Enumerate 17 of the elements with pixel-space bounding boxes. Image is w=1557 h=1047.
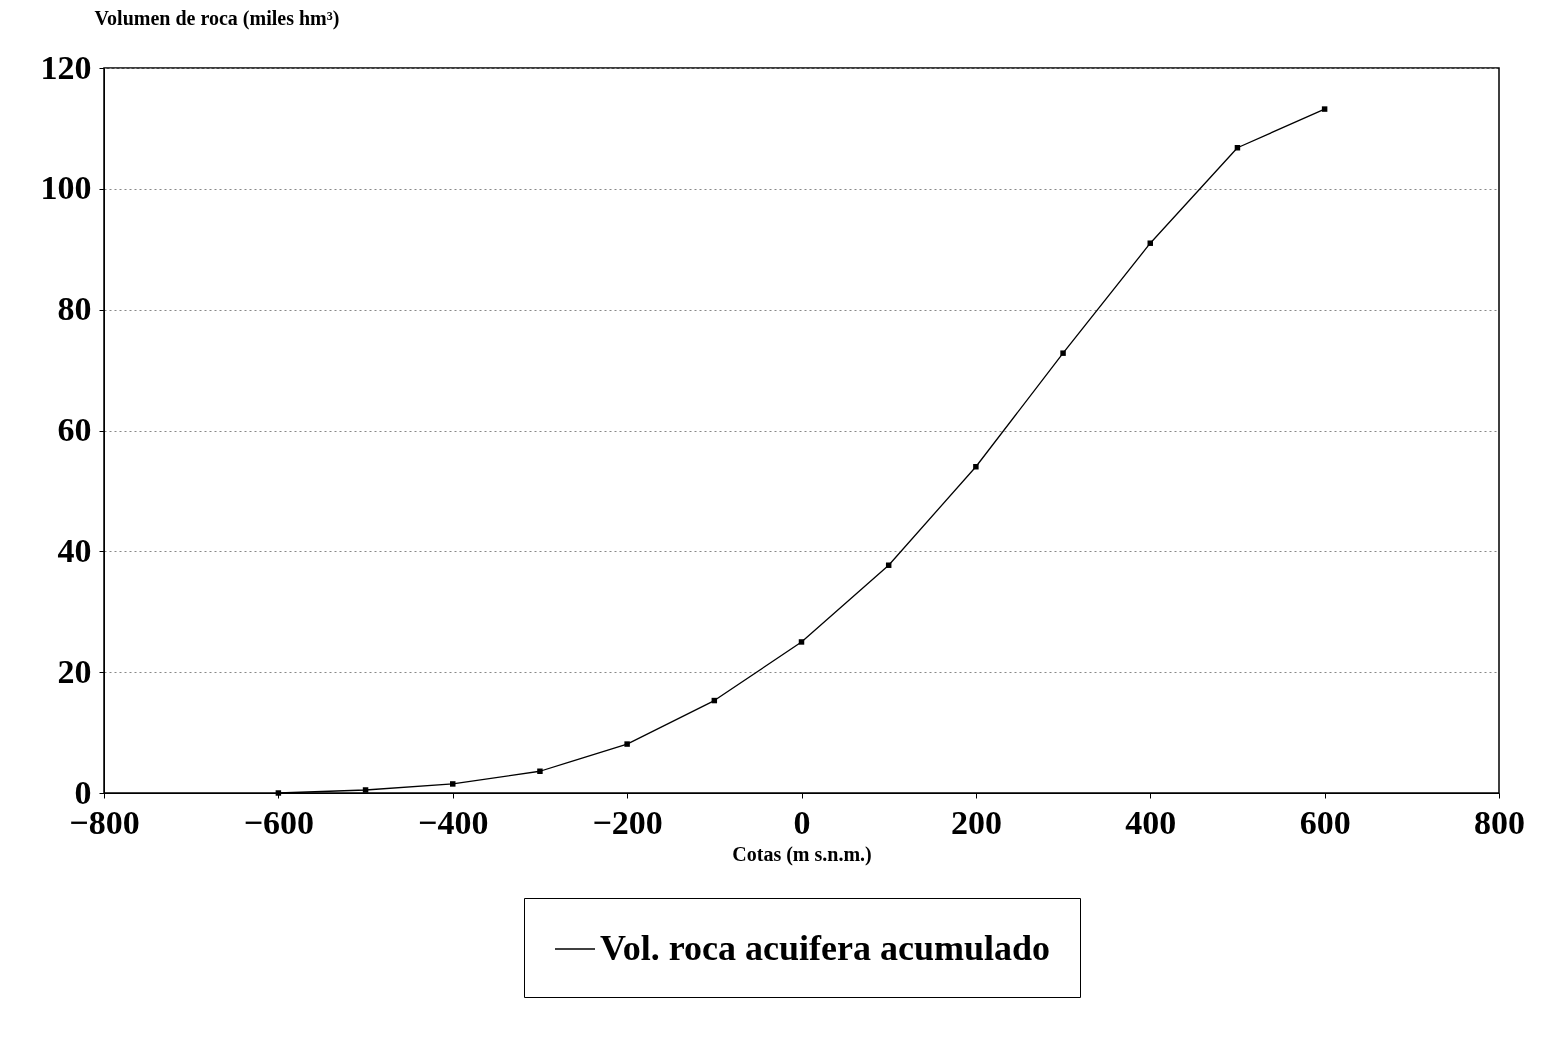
x-tick-label: 800 xyxy=(1474,803,1525,841)
x-tick-label: 400 xyxy=(1125,803,1177,841)
x-tick-label: 0 xyxy=(793,803,811,841)
y-tick-label: 120 xyxy=(40,48,92,86)
y-axis-title: Volumen de roca (miles hm³) xyxy=(94,6,340,30)
x-tick-label: −200 xyxy=(592,803,663,841)
y-tick-label: 60 xyxy=(57,411,92,448)
y-tick-label: 100 xyxy=(40,169,92,207)
x-tick-label: −400 xyxy=(418,803,489,841)
x-tick-label: −600 xyxy=(243,803,315,841)
y-tick-label: 40 xyxy=(57,531,92,569)
x-tick-label: 600 xyxy=(1299,803,1351,841)
y-tick-label: 20 xyxy=(57,652,92,690)
x-axis-title: Cotas (m s.n.m.) xyxy=(732,842,872,866)
y-tick-label: 80 xyxy=(57,290,92,328)
legend-label: Vol. roca acuifera acumulado xyxy=(600,928,1050,968)
x-tick-label: 200 xyxy=(950,803,1002,841)
